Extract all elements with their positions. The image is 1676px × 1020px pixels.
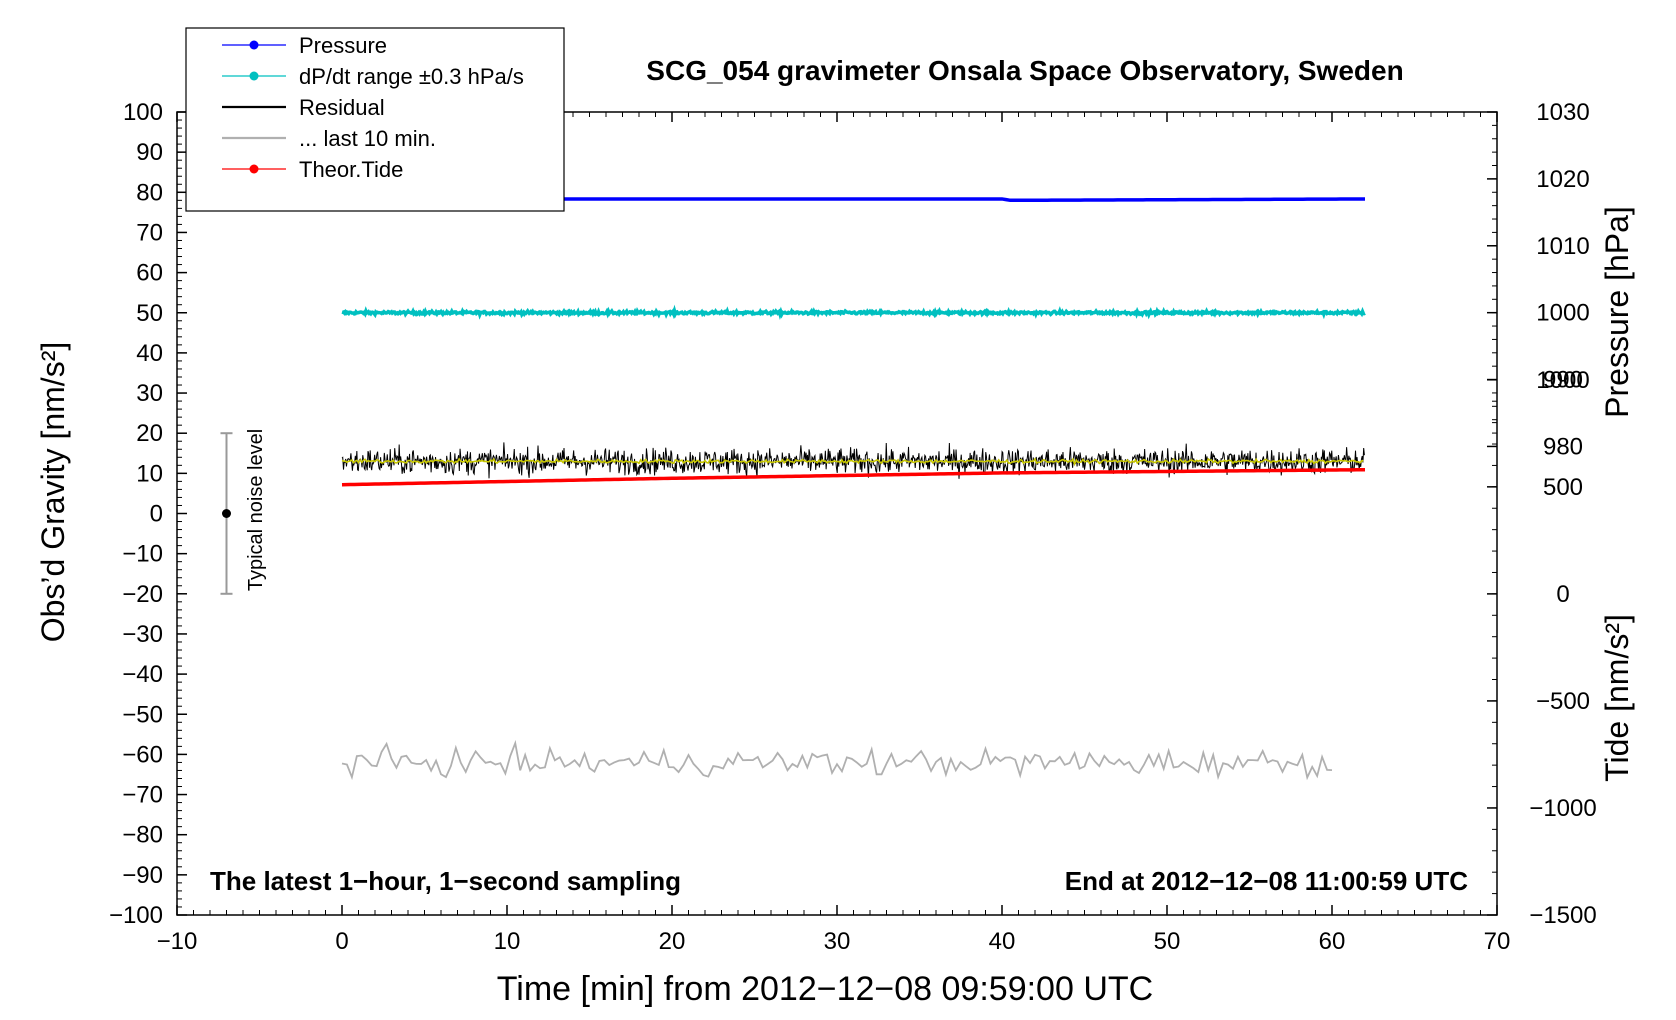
y-tick-label: −50 — [122, 701, 163, 728]
x-tick-label: 30 — [824, 928, 851, 955]
y-tick-label: 50 — [136, 300, 163, 327]
series-residual-smoothed — [341, 457, 1364, 467]
x-tick-label: 0 — [335, 928, 348, 955]
pressure-tick-label: 980 — [1543, 433, 1583, 460]
y-tick-label: 90 — [136, 139, 163, 166]
legend-label-pressure: Pressure — [299, 33, 387, 58]
x-tick-label: −10 — [157, 928, 198, 955]
x-axis-label: Time [min] from 2012−12−08 09:59:00 UTC — [497, 970, 1153, 1008]
legend-box — [185, 27, 565, 212]
y-tick-label: 30 — [136, 380, 163, 407]
sampling-annotation: The latest 1−hour, 1−second sampling — [210, 866, 681, 896]
y-tick-label: −30 — [122, 621, 163, 648]
legend-marker-theor-tide — [249, 164, 259, 174]
x-tick-label: 70 — [1484, 928, 1511, 955]
y-axis-label-pressure: Pressure [hPa] — [1599, 206, 1635, 418]
y-tick-label: 40 — [136, 340, 163, 367]
y-tick-label: 0 — [150, 501, 163, 528]
legend-label-theor-tide: Theor.Tide — [299, 157, 403, 182]
y-tick-label: −70 — [122, 782, 163, 809]
x-tick-label: 10 — [494, 928, 521, 955]
legend: Pressure dP/dt range ±0.3 hPa/s Residual..… — [185, 27, 565, 212]
y-tick-label: −90 — [122, 862, 163, 889]
y-tick-label: 70 — [136, 219, 163, 246]
y-tick-label: 100 — [123, 99, 163, 126]
tide-tick-label: −1000 — [1529, 795, 1596, 822]
tide-tick-label: 500 — [1543, 474, 1583, 501]
pressure-tick-label: 1030 — [1536, 99, 1589, 126]
tide-tick-label: −500 — [1536, 688, 1590, 715]
x-tick-label: 60 — [1319, 928, 1346, 955]
x-tick-label: 40 — [989, 928, 1016, 955]
end-time-annotation: End at 2012−12−08 11:00:59 UTC — [1065, 866, 1468, 896]
legend-marker-dp-dt-range-0-3-hpa-s — [249, 71, 259, 81]
y-tick-label: −10 — [122, 541, 163, 568]
tide-tick-label: −1500 — [1529, 902, 1596, 929]
noise-bar-center — [222, 509, 231, 518]
pressure-tick-label: 1010 — [1536, 233, 1589, 260]
x-tick-label: 20 — [659, 928, 686, 955]
y-tick-label: −20 — [122, 581, 163, 608]
y-axis-label-tide: Tide [nm/s²] — [1599, 614, 1635, 782]
x-tick-label: 50 — [1154, 928, 1181, 955]
noise-level-label: Typical noise level — [245, 429, 267, 591]
y-tick-label: 80 — [136, 179, 163, 206]
y-axis-label-left: Obs’d Gravity [nm/s²] — [35, 342, 71, 643]
series-last-10-min — [341, 739, 1333, 781]
series-theor-tide — [341, 467, 1366, 487]
y-tick-label: −40 — [122, 661, 163, 688]
chart-title: SCG_054 gravimeter Onsala Space Observat… — [646, 55, 1403, 86]
legend-marker-pressure — [249, 40, 259, 50]
pressure-tick-label: 1000 — [1536, 300, 1589, 327]
legend-label-residual: Residual — [299, 95, 385, 120]
pressure-tick-label: 1020 — [1536, 166, 1589, 193]
y-tick-label: −60 — [122, 741, 163, 768]
y-tick-label: 20 — [136, 420, 163, 447]
series-residual — [341, 442, 1365, 479]
tide-tick-label: 1000 — [1536, 367, 1589, 394]
series-dp-dt-range-0-3-hpa-s — [341, 304, 1366, 320]
y-tick-label: −100 — [109, 902, 163, 929]
legend-label-last-10-min: ... last 10 min. — [299, 126, 436, 151]
y-tick-label: 60 — [136, 260, 163, 287]
legend-label-dp-dt-range-0-3-hpa-s: dP/dt range ±0.3 hPa/s — [299, 64, 524, 89]
pressure-tick-label: 990 — [1543, 367, 1583, 394]
tide-tick-label: 0 — [1556, 581, 1569, 608]
y-tick-label: −80 — [122, 822, 163, 849]
plot-frame — [176, 111, 1498, 916]
y-tick-label: 10 — [136, 460, 163, 487]
